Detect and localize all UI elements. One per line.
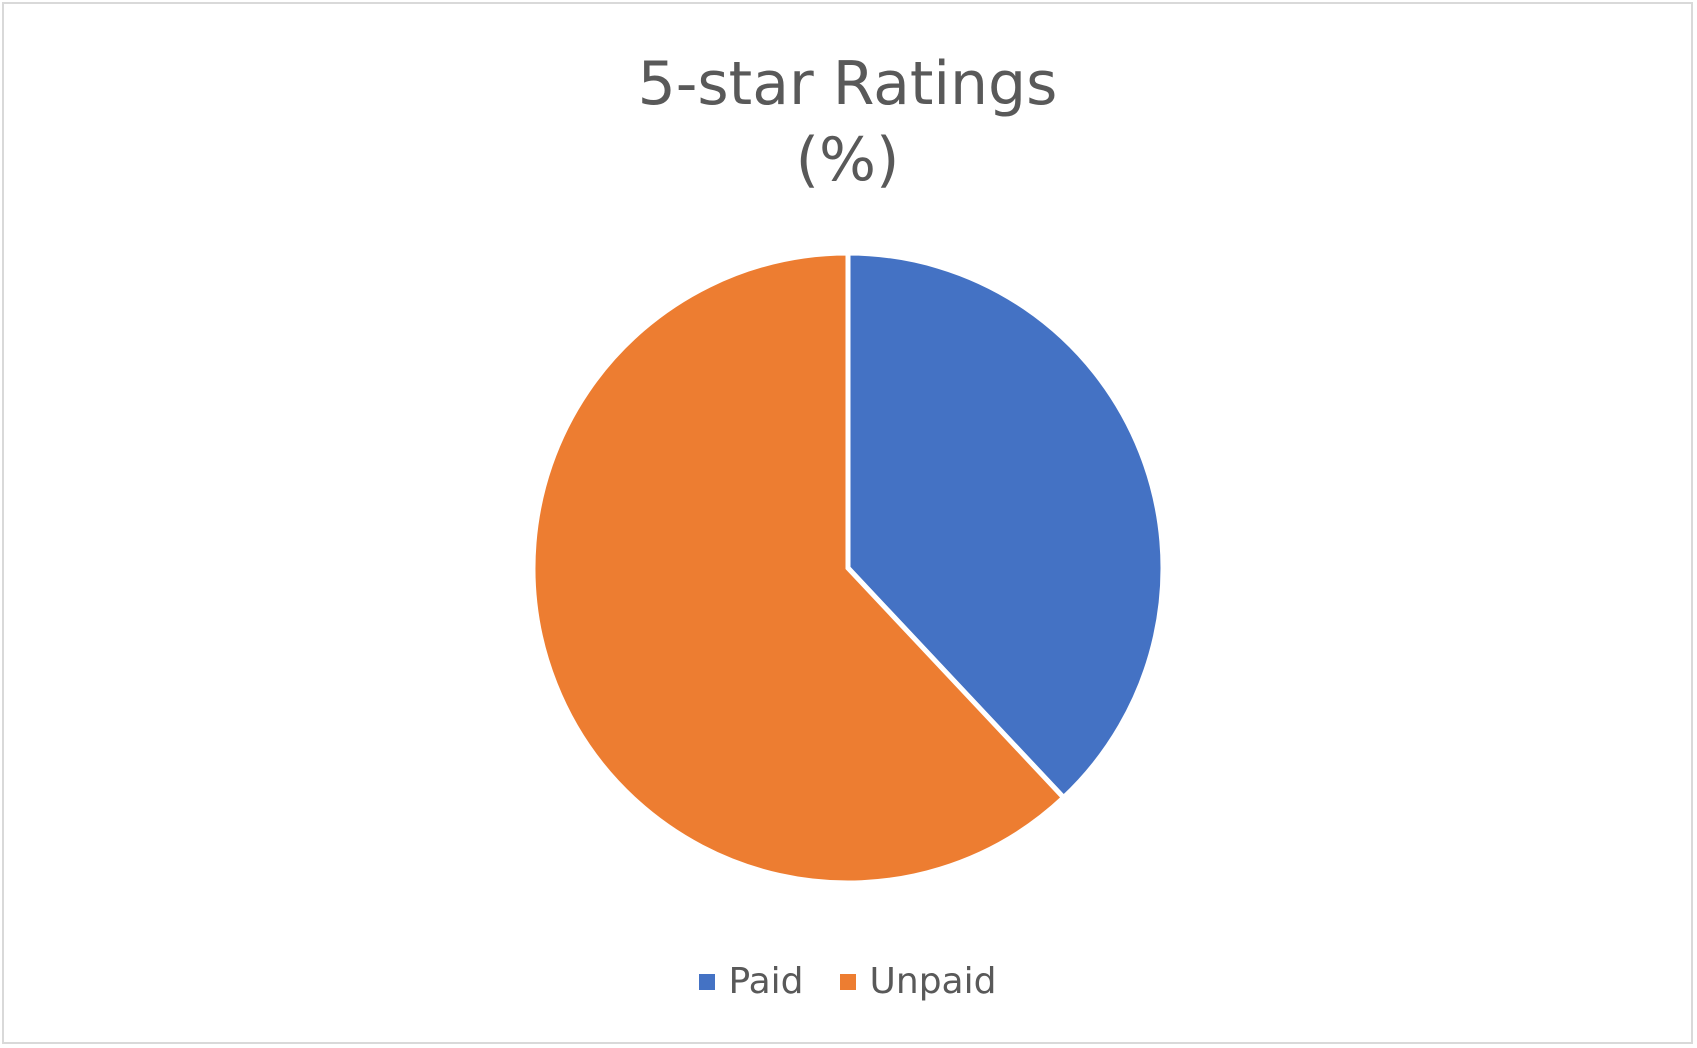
pie-slice-paid <box>845 250 1166 802</box>
chart-title: 5-star Ratings (%) <box>637 49 1058 195</box>
legend-item-unpaid: Unpaid <box>839 960 997 1004</box>
legend-swatch-unpaid <box>839 974 856 990</box>
legend-label-paid: Paid <box>728 961 804 1002</box>
legend-label-unpaid: Unpaid <box>869 961 997 1002</box>
legend-swatch-paid <box>698 974 715 990</box>
legend-item-paid: Paid <box>698 960 804 1004</box>
pie-slice-unpaid <box>530 250 1068 886</box>
pie-chart <box>530 250 1166 886</box>
legend: Paid Unpaid <box>4 960 1691 1004</box>
